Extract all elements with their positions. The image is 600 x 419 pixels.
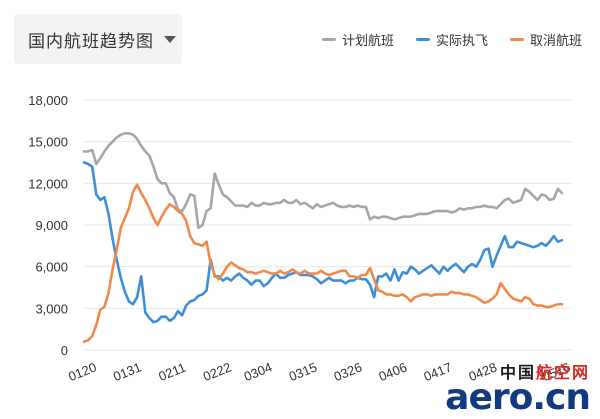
legend-label-2: 取消航班 [529,34,582,49]
x-tick-label-6: 0326 [332,359,364,384]
y-tick-label-3: 9,000 [35,218,68,233]
x-tick-label-0: 0120 [66,359,98,384]
watermark-top-red: 航空网 [535,363,590,382]
x-tick-label-1: 0131 [111,359,143,384]
series-line-0 [82,132,564,230]
x-tick-label-7: 0406 [377,359,409,384]
legend-label-1: 实际执飞 [435,34,488,49]
chart-type-dropdown[interactable]: 国内航班趋势图 [14,14,182,64]
y-tick-label-4: 12,000 [28,176,68,191]
x-tick-label-4: 0304 [242,359,274,384]
y-tick-label-5: 15,000 [28,135,68,150]
watermark-top-black: 中国 [499,363,536,382]
y-tick-label-1: 3,000 [35,301,68,316]
x-tick-label-3: 0222 [201,359,233,384]
chart-title: 国内航班趋势图 [28,31,154,52]
series-line-2 [82,183,564,344]
y-tick-label-0: 0 [61,343,68,358]
series-line-1 [82,161,564,324]
aero-cn-watermark-logo: 中国航空网 aero.cn [445,359,591,418]
y-tick-label-6: 18,000 [28,93,68,108]
legend-swatch-0 [321,38,336,41]
x-tick-label-2: 0211 [156,360,188,384]
legend-item-0[interactable]: 计划航班 [321,30,394,49]
y-tick-label-2: 6,000 [35,260,68,275]
legend-item-1[interactable]: 实际执飞 [415,30,488,49]
watermark-bottom: aero.cn [445,377,591,418]
legend-swatch-2 [509,38,524,41]
legend-swatch-1 [415,38,430,41]
x-tick-label-5: 0315 [287,359,319,384]
legend-item-2[interactable]: 取消航班 [509,30,582,49]
chart-header: 国内航班趋势图 计划航班 实际执飞 取消航班 [0,0,600,80]
chart-legend: 计划航班 实际执飞 取消航班 [321,30,582,49]
chevron-down-icon[interactable] [164,35,176,43]
legend-label-0: 计划航班 [341,34,394,49]
